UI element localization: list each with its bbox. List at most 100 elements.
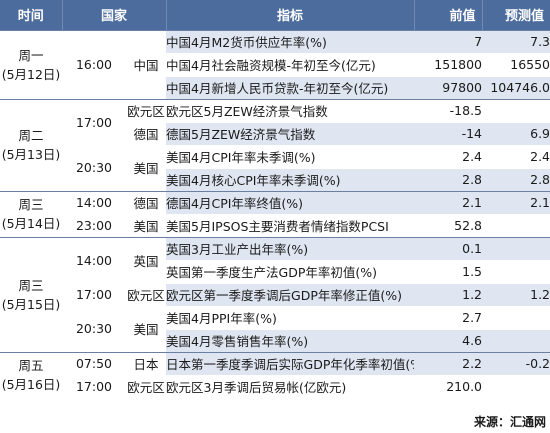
time-cell: 14:00 [62, 190, 126, 214]
indicator-cell: 美国4月CPI年率未季调(%) [166, 144, 415, 168]
day-cell: 周五 (5月16日) [0, 351, 62, 398]
forecast-cell: 2.8 [482, 167, 550, 191]
previous-cell: 2.8 [414, 167, 483, 191]
date-label: (5月16日) [1, 377, 61, 393]
country-cell: 德国 [126, 190, 167, 214]
header-date: 时间 [0, 0, 63, 30]
forecast-cell [482, 259, 550, 283]
time-cell: 23:00 [75, 217, 113, 233]
day-cell: 周三 (5月14日) [0, 190, 62, 237]
previous-cell: -14 [414, 121, 483, 145]
time-cell: 17:00 [75, 287, 113, 302]
date-label: (5月13日) [1, 147, 61, 162]
forecast-cell: 16550 [482, 52, 550, 76]
day-label: 周二 [18, 128, 44, 143]
forecast-cell: 1.2 [482, 282, 550, 306]
table-row: 周三 (5月15日) 14:00 英国 英国3月工业产出年率(%) 0.1 [0, 236, 550, 352]
day-label: 周三 [18, 277, 44, 293]
date-label: (5月14日) [1, 216, 61, 231]
forecast-cell [482, 305, 550, 329]
day-label: 周五 [18, 358, 44, 374]
forecast-cell [482, 236, 550, 260]
table-row: 20:30 美国 美国4月PPI年率(%) 2.7 [0, 305, 550, 337]
indicator-cell: 英国3月工业产出年率(%) [166, 236, 415, 260]
table-row: 周二 (5月13日) 17:00 欧元区 欧元区5月ZEW经济景气指数 -18.… [0, 98, 550, 191]
previous-cell: 97800 [414, 75, 483, 99]
country-cell: 美国 [133, 218, 159, 234]
previous-cell: 151800 [414, 52, 483, 76]
previous-cell: 210.0 [414, 374, 483, 398]
country-cell: 欧元区 [127, 380, 165, 395]
day-cell: 周一 (5月12日) [0, 29, 62, 99]
indicator-cell: 德国4月CPI年率终值(%) [166, 190, 415, 214]
date-label: (5月12日) [1, 66, 61, 82]
table-row: 中国4月社会融资规模-年初至今(亿元) 151800 16550 [0, 52, 550, 76]
indicator-cell: 德国5月ZEW经济景气指数 [166, 121, 415, 145]
header-row: 时间 国家 指标 前值 预测值 [0, 0, 550, 30]
previous-cell: 52.8 [414, 213, 483, 237]
time-cell: 07:50 [62, 351, 126, 375]
indicator-cell: 中国4月社会融资规模-年初至今(亿元) [166, 52, 415, 76]
indicator-cell: 美国4月零售销售年率(%) [166, 328, 415, 352]
forecast-cell: 104746.0 [482, 75, 550, 99]
table-row: 中国4月新增人民币贷款-年初至今(亿元) 97800 104746.0 [0, 75, 550, 99]
table-row: 17:00 欧元区 欧元区第一季度季调后GDP年率修正值(%) 1.2 1.2 [0, 282, 550, 306]
indicator-cell: 欧元区第一季度季调后GDP年率修正值(%) [166, 282, 415, 306]
day-cell: 周三 (5月15日) [0, 236, 62, 352]
country-cell: 美国 [133, 322, 159, 338]
day-cell: 周二 (5月13日) [0, 98, 62, 191]
country-cell: 中国 [126, 29, 167, 99]
indicator-cell: 美国4月核心CPI年率未季调(%) [166, 167, 415, 191]
indicator-cell: 日本第一季度季调后实际GDP年化季率初值(%) [166, 351, 415, 375]
previous-cell: 2.4 [414, 144, 483, 168]
previous-cell: 1.2 [414, 282, 483, 306]
indicator-cell: 中国4月新增人民币贷款-年初至今(亿元) [166, 75, 415, 99]
source-note: 来源：汇通网 [473, 415, 546, 429]
table-row: 20:30 美国 美国4月CPI年率未季调(%) 2.4 2.4 [0, 144, 550, 176]
previous-cell: 7 [414, 29, 483, 53]
forecast-cell [482, 328, 550, 352]
previous-cell: 0.1 [414, 236, 483, 260]
forecast-cell [482, 374, 550, 398]
indicator-cell: 英国第一季度生产法GDP年率初值(%) [166, 259, 415, 283]
header-previous: 前值 [414, 0, 483, 30]
time-cell: 20:30 [75, 160, 113, 176]
calendar-table: 时间 国家 指标 前值 预测值 周一 (5月12日) 16:00 中国 中国4月… [0, 0, 550, 398]
country-cell: 美国 [133, 161, 159, 177]
table-row: 17:00 欧元区 欧元区3月季调后贸易帐(亿欧元) 210.0 [0, 374, 550, 398]
previous-cell: 2.2 [414, 351, 483, 375]
indicator-cell: 欧元区3月季调后贸易帐(亿欧元) [166, 374, 415, 398]
date-label: (5月15日) [1, 296, 61, 312]
indicator-cell: 中国4月M2货币供应年率(%) [166, 29, 415, 53]
table-row: 德国 德国5月ZEW经济景气指数 -14 6.9 [0, 121, 550, 145]
forecast-cell: 7.3 [482, 29, 550, 53]
table-row: 周一 (5月12日) 16:00 中国 中国4月M2货币供应年率(%) 7 7.… [0, 29, 550, 99]
table-row: 美国4月零售销售年率(%) 4.6 [0, 328, 550, 352]
table-row: 23:00 美国 美国5月IPSOS主要消费者情绪指数PCSI 52.8 [0, 213, 550, 237]
day-label: 周一 [18, 47, 44, 63]
table-row: 美国4月核心CPI年率未季调(%) 2.8 2.8 [0, 167, 550, 191]
forecast-cell: 2.4 [482, 144, 550, 168]
previous-cell: 1.5 [414, 259, 483, 283]
forecast-cell: 6.9 [482, 121, 550, 145]
previous-cell: 2.1 [414, 190, 483, 214]
forecast-cell [482, 213, 550, 237]
country-cell: 欧元区 [127, 288, 165, 303]
indicator-cell: 欧元区5月ZEW经济景气指数 [166, 98, 415, 122]
time-cell: 20:30 [75, 321, 113, 337]
country-cell: 英国 [126, 236, 167, 283]
header-country: 国家 [62, 0, 167, 30]
previous-cell: 4.6 [414, 328, 483, 352]
table-row: 周三 (5月14日) 14:00 德国 德国4月CPI年率终值(%) 2.1 2… [0, 190, 550, 237]
time-cell: 16:00 [62, 29, 126, 99]
forecast-cell [482, 98, 550, 122]
country-cell: 日本 [126, 351, 167, 375]
indicator-cell: 美国4月PPI年率(%) [166, 305, 415, 329]
country-cell: 欧元区 [126, 98, 167, 122]
time-cell: 17:00 [62, 98, 126, 145]
header-forecast: 预测值 [482, 0, 550, 30]
day-label: 周三 [18, 197, 44, 212]
table-row: 英国第一季度生产法GDP年率初值(%) 1.5 [0, 259, 550, 283]
time-cell: 14:00 [62, 236, 126, 283]
